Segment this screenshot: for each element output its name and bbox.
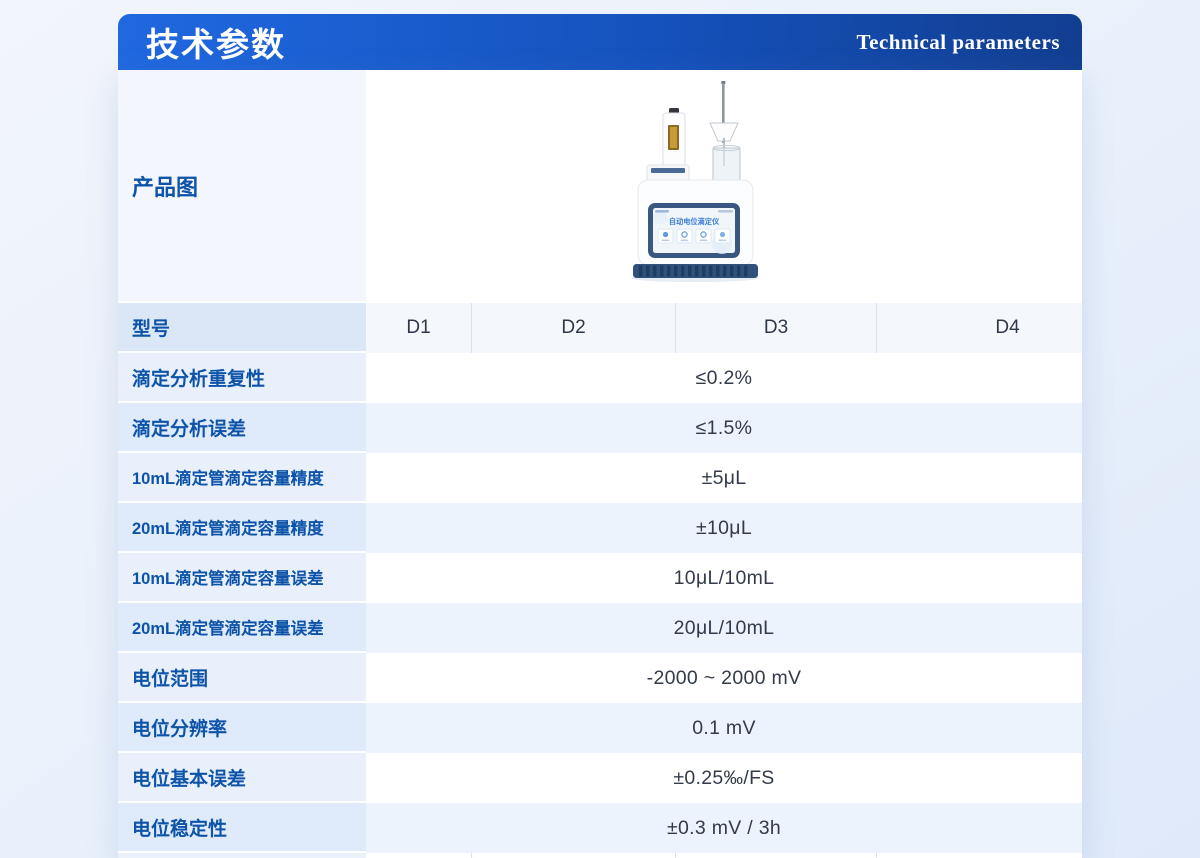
spec-label: 20mL滴定管滴定容量误差: [118, 603, 366, 653]
spec-value: 20μL/10mL: [366, 603, 1082, 653]
spec-row: 20mL滴定管滴定容量精度 ±10μL: [118, 503, 1082, 553]
spec-value: ≤1.5%: [366, 403, 1082, 453]
spec-label: 电位稳定性: [118, 803, 366, 853]
next-row-partial: [118, 853, 1082, 858]
device-screen-app-buttons: [657, 228, 731, 244]
spec-value: ±0.25‰/FS: [366, 753, 1082, 803]
spec-row: 电位分辨率 0.1 mV: [118, 703, 1082, 753]
model-header-row: 型号 D1 D2 D3 D4: [118, 303, 1082, 353]
device-screen-title: 自动电位滴定仪: [669, 217, 720, 226]
model-cell-d1: D1: [366, 303, 471, 353]
section-title-cn: 技术参数: [146, 26, 286, 63]
product-image-label: 产品图: [118, 70, 366, 303]
spec-value: ±10μL: [366, 503, 1082, 553]
parameters-table: 产品图: [118, 70, 1082, 858]
product-image-row: 产品图: [118, 70, 1082, 303]
section-title-en: Technical parameters: [856, 29, 1060, 54]
spec-label: 电位范围: [118, 653, 366, 703]
model-row-label: 型号: [118, 303, 366, 353]
burette-tower: [646, 108, 690, 183]
spec-value: ±5μL: [366, 453, 1082, 503]
spec-row: 滴定分析误差 ≤1.5%: [118, 403, 1082, 453]
spec-value: 10μL/10mL: [366, 553, 1082, 603]
spec-label: 滴定分析误差: [118, 403, 366, 453]
spec-row: 电位基本误差 ±0.25‰/FS: [118, 753, 1082, 803]
spec-row: 电位稳定性 ±0.3 mV / 3h: [118, 803, 1082, 853]
spec-row: 10mL滴定管滴定容量精度 ±5μL: [118, 453, 1082, 503]
model-cell-d3: D3: [675, 303, 876, 353]
spec-row: 10mL滴定管滴定容量误差 10μL/10mL: [118, 553, 1082, 603]
device-screen: 自动电位滴定仪: [648, 203, 740, 258]
spec-value: ≤0.2%: [366, 353, 1082, 403]
spec-label: 电位分辨率: [118, 703, 366, 753]
spec-row: 滴定分析重复性 ≤0.2%: [118, 353, 1082, 403]
spec-row: 20mL滴定管滴定容量误差 20μL/10mL: [118, 603, 1082, 653]
spec-value: ±0.3 mV / 3h: [366, 803, 1082, 853]
spec-row: 电位范围 -2000 ~ 2000 mV: [118, 653, 1082, 703]
product-image-cell: 自动电位滴定仪: [366, 70, 1082, 303]
next-row-partial-label: [118, 853, 366, 858]
section-header: 技术参数 Technical parameters: [118, 14, 1082, 70]
spec-label: 滴定分析重复性: [118, 353, 366, 403]
spec-value: 0.1 mV: [366, 703, 1082, 753]
spec-rows-container: 滴定分析重复性 ≤0.2% 滴定分析误差 ≤1.5% 10mL滴定管滴定容量精度…: [118, 353, 1082, 853]
spec-label: 20mL滴定管滴定容量精度: [118, 503, 366, 553]
spec-value: -2000 ~ 2000 mV: [366, 653, 1082, 703]
spec-label: 10mL滴定管滴定容量误差: [118, 553, 366, 603]
titrator-product-image: 自动电位滴定仪: [631, 81, 759, 282]
spec-label: 电位基本误差: [118, 753, 366, 803]
model-cell-d4: D4: [876, 303, 1082, 353]
model-cell-d2: D2: [471, 303, 675, 353]
device-base: [633, 264, 758, 278]
spec-label: 10mL滴定管滴定容量精度: [118, 453, 366, 503]
